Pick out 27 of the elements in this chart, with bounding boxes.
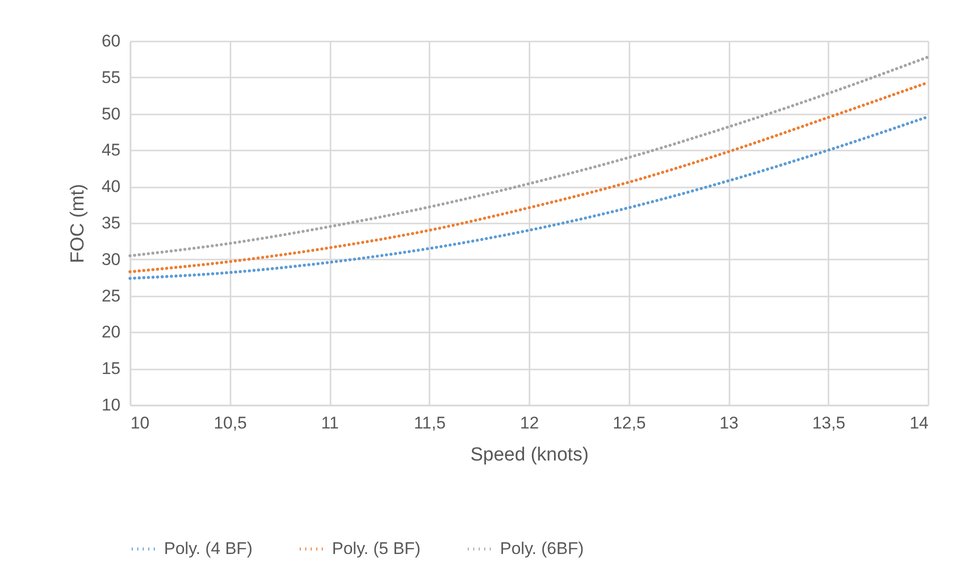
y-tick-label: 30 [102,250,120,269]
line-series [128,56,930,258]
y-tick-label: 10 [102,396,120,414]
y-tick-label: 50 [102,104,120,124]
y-tick-label: 15 [102,359,120,378]
y-tick-label: 60 [102,32,120,50]
y-axis-title: FOC (mt) [68,184,89,264]
x-tick-label: 12 [520,414,539,432]
y-tick-label: 55 [102,68,120,87]
y-tick-label: 35 [102,214,120,232]
x-axis-title: Speed (knots) [470,444,589,466]
legend-label: Poly. (5 BF) [332,539,420,558]
y-tick-label: 40 [102,177,120,196]
x-tick-label: 11,5 [414,414,446,432]
x-tick-label: 13,5 [812,414,846,432]
legend-label: Poly. (4 BF) [164,539,252,558]
x-tick-label: 10 [130,414,150,432]
y-tick-label: 25 [102,286,120,306]
legend-label: Poly. (6BF) [500,539,584,558]
line-series [128,115,930,280]
x-tick-label: 11 [321,414,339,432]
x-tick-label: 10,5 [214,414,247,432]
y-tick-label: 20 [102,322,120,342]
x-tick-label: 12,5 [612,414,646,432]
x-tick-label: 14 [910,414,928,432]
x-tick-label: 13 [720,414,738,432]
y-tick-label: 45 [102,140,120,160]
